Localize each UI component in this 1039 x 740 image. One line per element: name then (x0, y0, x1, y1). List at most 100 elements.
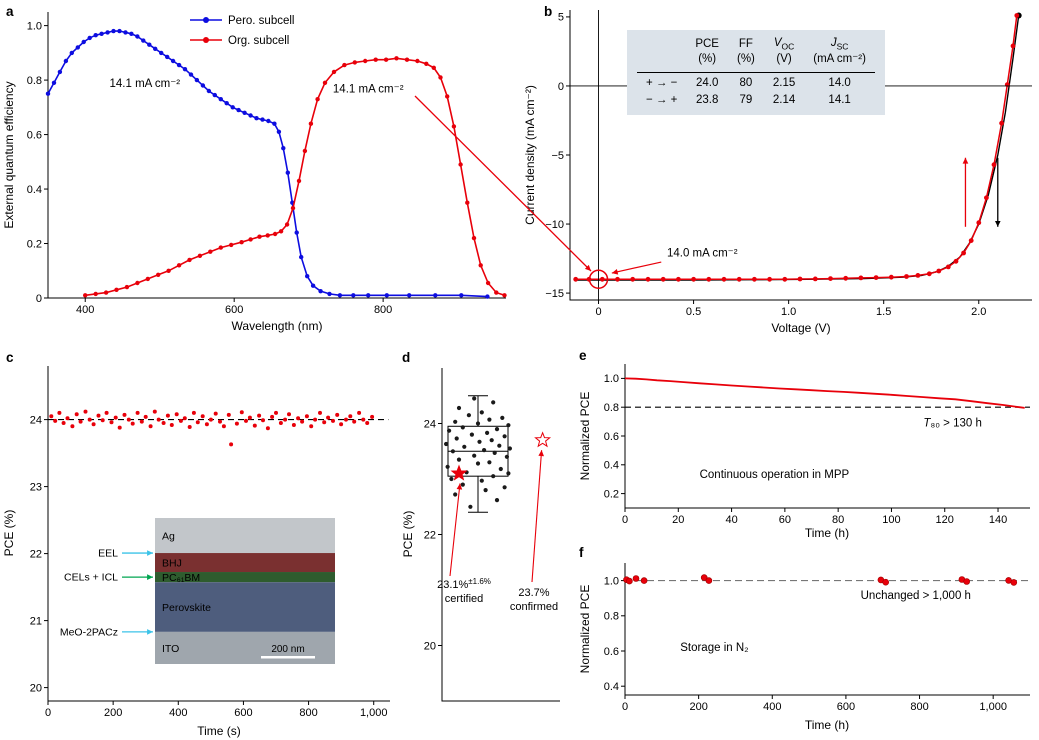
xlabel-e: Time (h) (805, 526, 849, 540)
col-header-scan (637, 34, 687, 74)
certified-arrow (449, 483, 463, 577)
panel-d-pce-boxplot: d 24 22 20 PCE (%) 23.1%±1.6% certified 23.7% co… (401, 350, 560, 702)
annotation: 14.1 mA cm⁻² (333, 83, 404, 95)
layer-pointer-arrow (122, 574, 153, 580)
cell-ff: 79 (739, 94, 753, 107)
y-tick-label: 1.0 (604, 575, 619, 587)
y-tick-label: −15 (545, 288, 564, 300)
x-tick-label: 600 (234, 707, 252, 719)
cell-pce: 23.8 (695, 94, 719, 107)
xlabel-f: Time (h) (805, 718, 849, 732)
x-tick-label: 0 (45, 707, 51, 719)
x-tick-label: 800 (374, 304, 392, 316)
panel-letter-d: d (402, 350, 410, 365)
y-tick-label: 0.2 (604, 488, 619, 500)
xlabel-c: Time (s) (197, 724, 241, 738)
col-header-pce: PCE (%) (686, 34, 728, 74)
certified-star (450, 464, 468, 481)
scale-bar (261, 656, 315, 659)
jv-table: PCE (%) FF (%) VOC (V) JSC (mA cm⁻²) + → − 2… (637, 34, 875, 107)
layer-label: ITO (162, 643, 179, 655)
series-org-subcell (83, 56, 507, 298)
x-tick-label: 800 (299, 707, 317, 719)
legend-label: Org. subcell (228, 35, 289, 47)
x-tick-label: 1,000 (979, 701, 1007, 713)
layer-pointer-arrow (122, 629, 153, 635)
x-tick-label: 120 (936, 514, 954, 526)
inset-side-label: EEL (98, 548, 118, 560)
ylabel-d: PCE (%) (401, 511, 415, 558)
axes-e: 1.0 0.8 0.6 0.4 0.2 0 20 40 60 80 100 120 140 (604, 364, 1030, 526)
y-tick-label: 21 (30, 615, 42, 627)
axes-a: 0 0.2 0.4 0.6 0.8 1.0 400 600 800 (27, 12, 506, 316)
layer-label: BHJ (162, 558, 182, 570)
cell-scan-direction: + → − (646, 77, 678, 90)
annotation: Continuous operation in MPP (700, 469, 850, 481)
annotation: T₈₀ > 130 h (923, 418, 981, 430)
x-tick-label: 1,000 (360, 707, 388, 719)
confirmed-arrow (531, 450, 544, 583)
panel-f-storage-stability-chart: f 1.0 0.8 0.6 0.40 200 400 600 800 1,000 Time (h) N… (578, 545, 1030, 732)
legend: Pero. subcell Org. subcell (190, 15, 294, 47)
y-tick-label: 1.0 (604, 373, 619, 385)
y-tick-label: 1.0 (27, 20, 42, 32)
x-tick-label: 600 (837, 701, 855, 713)
layer-Ag (155, 518, 335, 554)
y-tick-label: 0.8 (604, 402, 619, 414)
x-tick-label: 40 (725, 514, 737, 526)
pce-scatter-points (444, 396, 512, 509)
annotation: Storage in N₂ (680, 642, 748, 654)
panel-letter-f: f (579, 545, 584, 560)
ylabel-e: Normalized PCE (578, 392, 592, 481)
col-header-voc: VOC (V) (763, 34, 805, 74)
cell-jsc: 14.1 (828, 94, 851, 107)
ylabel-b: Current density (mA cm⁻²) (523, 85, 537, 225)
jv-table-header-row: PCE (%) FF (%) VOC (V) JSC (mA cm⁻²) (637, 34, 875, 74)
layer-ITO (155, 631, 335, 664)
x-tick-label: 1.0 (781, 306, 796, 318)
axes-f: 1.0 0.8 0.6 0.40 200 400 600 800 1,000 (604, 563, 1030, 713)
y-tick-label: 0.4 (604, 681, 619, 693)
x-tick-label: 400 (169, 707, 187, 719)
x-tick-label: 0 (595, 306, 601, 318)
layer-PC₆₁BM (155, 572, 335, 583)
layer-pointer-arrow (122, 550, 153, 556)
y-tick-label: 0.8 (27, 75, 42, 87)
x-tick-label: 20 (672, 514, 684, 526)
x-tick-label: 400 (763, 701, 781, 713)
x-tick-label: 0 (622, 701, 628, 713)
layer-label: Perovskite (162, 602, 211, 614)
y-tick-label: 0.4 (604, 460, 619, 472)
y-tick-label: 0 (36, 293, 42, 305)
jv-parameters-table: PCE (%) FF (%) VOC (V) JSC (mA cm⁻²) + → − 2… (627, 30, 885, 116)
panel-e-mpp-stability-chart: e 1.0 0.8 0.6 0.4 0.2 0 20 40 60 80 100 120 140 Time (… (578, 348, 1030, 540)
cell-pce: 24.0 (695, 77, 719, 90)
jsc-annotation-arrow (611, 261, 662, 275)
x-tick-label: 400 (76, 304, 94, 316)
y-tick-label: 0.6 (604, 431, 619, 443)
reverse-scan-direction-arrow (995, 157, 1001, 227)
table-row-forward-scan: + → − 24.0 80 2.15 14.0 (637, 73, 875, 91)
confirmed-label: 23.7% (518, 587, 549, 599)
axes-d: 24 22 20 (424, 368, 560, 702)
cell-voc: 2.14 (772, 94, 796, 107)
y-tick-label: 0.6 (27, 129, 42, 141)
sem-cross-section-inset: Ag BHJ PC₆₁BM Perovskite ITO 200 nm (155, 518, 335, 664)
panel-letter-e: e (579, 348, 587, 363)
layer-label: Ag (162, 531, 175, 543)
legend-label: Pero. subcell (228, 15, 294, 27)
certified-label: 23.1%±1.6% (437, 577, 491, 591)
y-tick-label: 0.2 (27, 238, 42, 250)
x-tick-label: 0 (622, 514, 628, 526)
panel-a-eqe-chart: a 0 0.2 0.4 0.6 0.8 1.0 400 600 800 Wavelength (nm… (2, 4, 507, 333)
box-plot (447, 395, 509, 513)
y-tick-label: 0.6 (604, 646, 619, 658)
y-tick-label: −10 (545, 219, 564, 231)
x-tick-label: 200 (689, 701, 707, 713)
y-tick-label: 22 (30, 548, 42, 560)
inset-side-label: MeO-2PACz (60, 626, 118, 638)
confirmed-word: confirmed (510, 601, 558, 613)
